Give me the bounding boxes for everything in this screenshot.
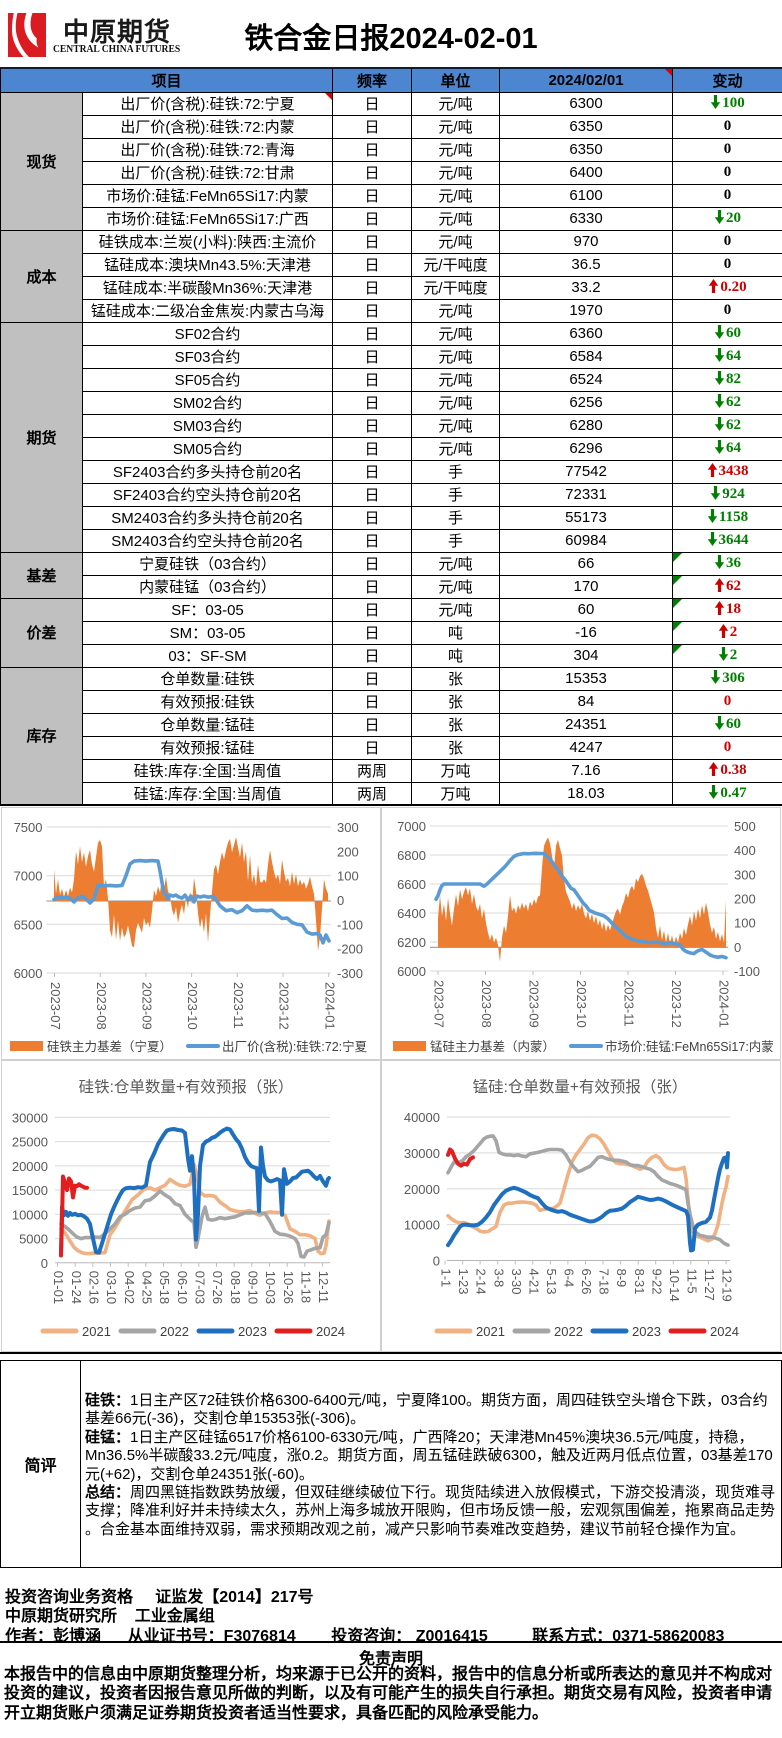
svg-text:07-03: 07-03 [192, 1271, 207, 1304]
svg-text:4-21: 4-21 [526, 1269, 541, 1295]
svg-text:01-24: 01-24 [69, 1271, 84, 1304]
svg-text:15000: 15000 [12, 1183, 48, 1198]
svg-text:0: 0 [41, 1256, 48, 1271]
svg-text:02-16: 02-16 [86, 1271, 101, 1304]
svg-text:10000: 10000 [12, 1207, 48, 1222]
svg-text:1-23: 1-23 [456, 1269, 471, 1295]
svg-text:30000: 30000 [12, 1110, 48, 1125]
svg-text:2023-12: 2023-12 [669, 980, 684, 1028]
svg-text:-300: -300 [337, 966, 363, 981]
svg-text:2024: 2024 [316, 1324, 345, 1339]
svg-text:300: 300 [337, 820, 359, 835]
svg-text:7-18: 7-18 [597, 1269, 612, 1295]
svg-text:2022: 2022 [160, 1324, 189, 1339]
svg-text:2023-07: 2023-07 [432, 980, 447, 1028]
svg-text:市场价:硅锰:FeMn65Si17:内蒙: 市场价:硅锰:FeMn65Si17:内蒙 [605, 1039, 774, 1054]
svg-text:06-10: 06-10 [175, 1271, 190, 1304]
svg-text:11-5: 11-5 [684, 1269, 699, 1294]
svg-text:400: 400 [734, 843, 756, 858]
svg-text:2024-01: 2024-01 [717, 980, 732, 1028]
svg-text:40000: 40000 [404, 1110, 440, 1125]
svg-text:12-11: 12-11 [316, 1271, 331, 1303]
svg-text:2023: 2023 [632, 1324, 661, 1339]
svg-text:硅铁主力基差（宁夏）: 硅铁主力基差（宁夏） [47, 1039, 172, 1054]
svg-text:200: 200 [337, 844, 359, 859]
svg-text:09-10: 09-10 [245, 1271, 260, 1304]
svg-text:2023-09: 2023-09 [139, 982, 154, 1030]
svg-text:25000: 25000 [12, 1135, 48, 1150]
svg-text:04-02: 04-02 [122, 1271, 137, 1304]
svg-text:01-01: 01-01 [51, 1271, 66, 1304]
svg-text:5-13: 5-13 [544, 1269, 559, 1295]
svg-text:3-30: 3-30 [509, 1269, 524, 1295]
svg-text:10-14: 10-14 [667, 1269, 682, 1302]
svg-text:2023-10: 2023-10 [574, 980, 589, 1028]
svg-text:-100: -100 [337, 917, 363, 932]
svg-text:6400: 6400 [397, 906, 426, 921]
svg-text:6800: 6800 [397, 848, 426, 863]
svg-text:11-18: 11-18 [298, 1271, 313, 1303]
svg-text:2023-08: 2023-08 [479, 980, 494, 1028]
svg-text:10-03: 10-03 [263, 1271, 278, 1304]
svg-text:锰硅主力基差（内蒙）: 锰硅主力基差（内蒙） [430, 1039, 555, 1054]
svg-text:6000: 6000 [397, 964, 426, 979]
svg-text:6-26: 6-26 [579, 1269, 594, 1295]
svg-text:0: 0 [337, 893, 344, 908]
svg-text:2023-11: 2023-11 [622, 980, 637, 1027]
svg-text:2023-11: 2023-11 [231, 982, 246, 1029]
svg-text:2021: 2021 [82, 1324, 111, 1339]
svg-text:6000: 6000 [14, 966, 43, 981]
svg-text:300: 300 [734, 867, 756, 882]
svg-text:2-14: 2-14 [474, 1269, 489, 1295]
svg-text:08-18: 08-18 [228, 1271, 243, 1304]
svg-text:2024-01: 2024-01 [322, 982, 337, 1030]
svg-text:6200: 6200 [397, 935, 426, 950]
svg-text:8-31: 8-31 [632, 1269, 647, 1295]
svg-text:2023-10: 2023-10 [185, 982, 200, 1030]
svg-text:2024: 2024 [710, 1324, 739, 1339]
svg-text:2023-08: 2023-08 [94, 982, 109, 1030]
svg-text:5000: 5000 [19, 1232, 48, 1247]
svg-text:200: 200 [734, 892, 756, 907]
svg-text:硅铁:仓单数量+有效预报（张）: 硅铁:仓单数量+有效预报（张） [79, 1078, 294, 1096]
svg-text:-200: -200 [337, 942, 363, 957]
svg-text:100: 100 [734, 916, 756, 931]
svg-text:2023: 2023 [238, 1324, 267, 1339]
svg-text:3-8: 3-8 [491, 1269, 506, 1288]
svg-text:2022: 2022 [554, 1324, 583, 1339]
svg-text:0: 0 [734, 940, 741, 955]
svg-text:6-4: 6-4 [561, 1269, 576, 1288]
svg-text:11-27: 11-27 [702, 1269, 717, 1301]
svg-text:锰硅:仓单数量+有效预报（张）: 锰硅:仓单数量+有效预报（张） [473, 1078, 688, 1096]
svg-text:2023-09: 2023-09 [527, 980, 542, 1028]
svg-text:7000: 7000 [397, 819, 426, 834]
svg-text:10000: 10000 [404, 1218, 440, 1233]
svg-text:05-18: 05-18 [157, 1271, 172, 1304]
svg-text:7000: 7000 [14, 869, 43, 884]
svg-text:6500: 6500 [14, 917, 43, 932]
svg-text:20000: 20000 [404, 1182, 440, 1197]
svg-text:07-26: 07-26 [210, 1271, 225, 1304]
svg-text:2021: 2021 [476, 1324, 505, 1339]
svg-text:7500: 7500 [14, 820, 43, 835]
svg-text:10-26: 10-26 [281, 1271, 296, 1304]
svg-text:2023-07: 2023-07 [48, 982, 63, 1030]
svg-text:9-22: 9-22 [649, 1269, 664, 1295]
svg-text:500: 500 [734, 819, 756, 834]
svg-text:-100: -100 [734, 964, 760, 979]
svg-text:8-9: 8-9 [614, 1269, 629, 1288]
svg-text:04-25: 04-25 [139, 1271, 154, 1304]
svg-text:100: 100 [337, 869, 359, 884]
svg-text:20000: 20000 [12, 1159, 48, 1174]
svg-text:1-1: 1-1 [439, 1269, 454, 1288]
svg-text:12-19: 12-19 [720, 1269, 735, 1302]
svg-text:出厂价(含税):硅铁:72:宁夏: 出厂价(含税):硅铁:72:宁夏 [222, 1039, 368, 1054]
svg-text:0: 0 [433, 1254, 440, 1269]
svg-text:30000: 30000 [404, 1146, 440, 1161]
svg-text:6600: 6600 [397, 877, 426, 892]
svg-text:03-10: 03-10 [104, 1271, 119, 1304]
svg-text:2023-12: 2023-12 [277, 982, 292, 1030]
